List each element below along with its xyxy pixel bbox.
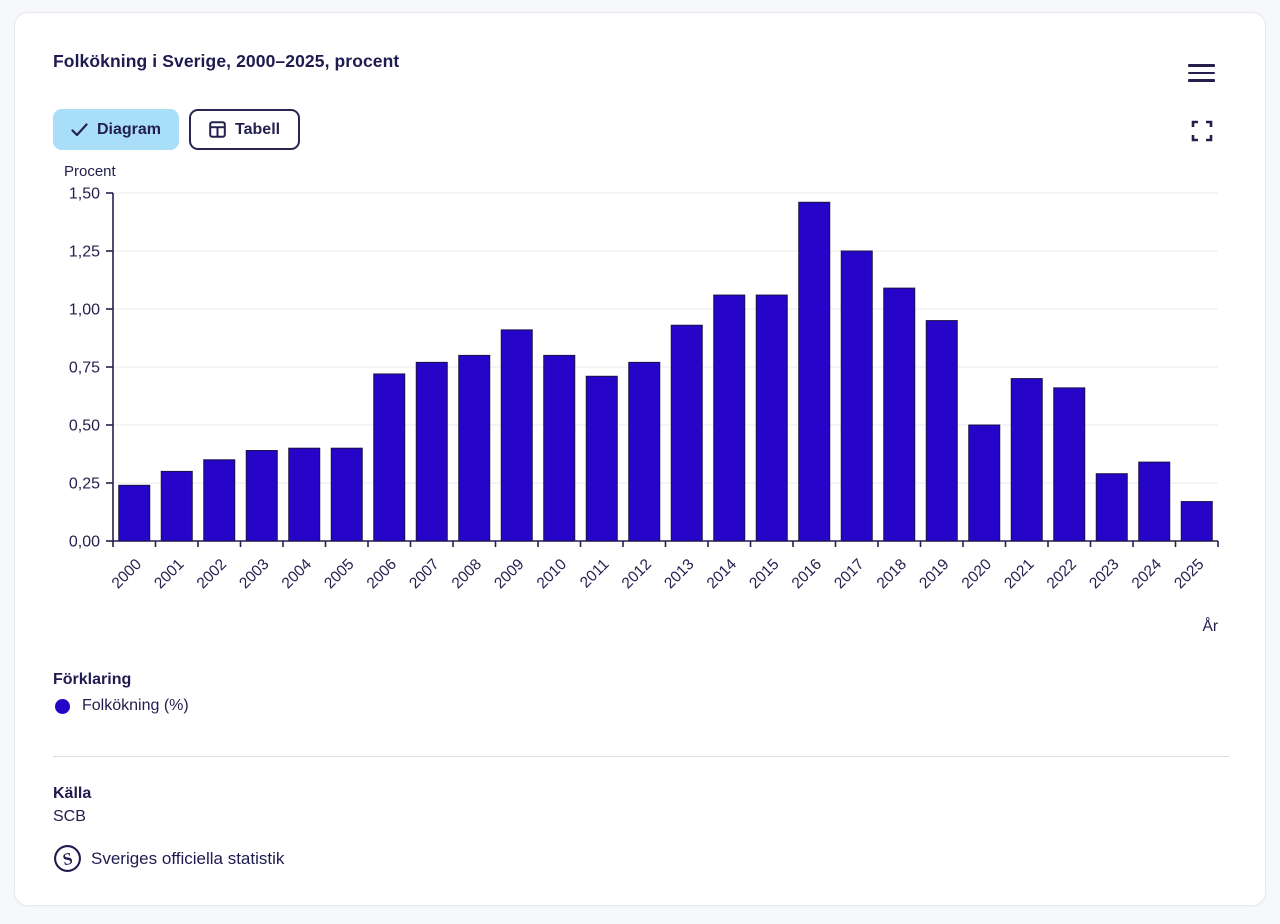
bar-2010[interactable] [543,354,576,542]
bar-2018[interactable] [883,287,916,542]
fullscreen-button[interactable] [1190,119,1214,143]
bar-2002[interactable] [203,459,236,542]
tab-tabell[interactable]: Tabell [189,109,301,150]
bar-2017[interactable] [840,250,873,542]
bar-2013[interactable] [670,324,703,542]
fullscreen-icon [1191,120,1213,142]
x-tick-label: 2017 [831,556,867,592]
legend-label: Folkökning (%) [82,697,189,714]
x-tick-label: 2019 [916,556,952,592]
y-tick-label: 0,75 [69,360,100,377]
x-tick-label: 2001 [151,556,187,592]
x-tick-label: 2012 [619,556,655,592]
bar-2022[interactable] [1053,387,1086,542]
bar-2024[interactable] [1138,461,1171,542]
y-tick-label: 0,25 [69,476,100,493]
y-tick-label: 0,50 [69,418,100,435]
x-tick-label: 2008 [449,556,485,592]
bar-2019[interactable] [925,320,958,542]
table-icon [209,121,226,138]
bar-2012[interactable] [628,361,661,542]
bar-2009[interactable] [500,329,533,542]
bar-2014[interactable] [713,294,746,542]
bar-2016[interactable] [798,201,831,542]
y-tick-label: 1,50 [69,186,100,203]
x-tick-label: 2021 [1001,556,1037,592]
x-tick-label: 2004 [279,556,316,593]
page-title: Folkökning i Sverige, 2000–2025, procent [53,51,400,71]
legend-swatch-icon [55,698,70,714]
x-tick-label: 2013 [661,556,697,592]
x-tick-label: 2014 [704,556,741,593]
hamburger-icon [1188,64,1215,67]
view-toggle: Diagram Tabell [53,109,301,150]
x-tick-label: 2020 [959,556,996,593]
x-tick-label: 2024 [1129,556,1166,593]
y-axis-title: Procent [64,163,116,180]
bar-2005[interactable] [330,447,363,542]
y-tick-label: 1,00 [69,302,100,319]
tab-tabell-label: Tabell [235,120,281,138]
x-tick-label: 2015 [746,556,782,592]
x-tick-label: 2010 [534,556,571,593]
bar-2007[interactable] [415,361,448,542]
x-tick-label: 2002 [194,556,230,592]
bar-chart: 0,00 0,25 0,50 0,75 1,00 1,25 1,50 2000 2001 2002… [69,186,1219,635]
bar-2025[interactable] [1180,501,1213,542]
source-name: SCB [53,808,86,825]
x-tick-label: 2011 [577,556,613,592]
bar-2003[interactable] [245,450,278,542]
bar-2001[interactable] [160,470,193,542]
bar-2011[interactable] [585,375,618,542]
bar-2008[interactable] [458,354,491,542]
x-tick-label: 2009 [491,556,527,592]
x-tick-label: 2022 [1044,556,1080,592]
x-tick-label: 2000 [109,556,146,593]
legend-item: Folkökning (%) [55,697,189,715]
scb-logo-icon: S [54,845,81,872]
x-tick-label: 2023 [1086,556,1122,592]
x-tick-label: 2018 [874,556,910,592]
official-statistics-label: Sveriges officiella statistik [91,848,285,868]
x-tick-label: 2025 [1171,556,1207,592]
bar-2020[interactable] [968,424,1001,542]
x-tick-label: 2005 [321,556,357,592]
tab-diagram-label: Diagram [97,120,162,138]
x-axis-title: År [1203,618,1219,635]
source-heading: Källa [53,785,92,802]
menu-button[interactable] [1188,64,1216,86]
check-icon [71,122,88,136]
y-tick-label: 0,00 [69,534,100,551]
x-tick-label: 2007 [406,556,442,592]
bar-2004[interactable] [288,447,321,542]
x-tick-label: 2003 [236,556,272,592]
legend-heading: Förklaring [53,671,132,688]
tab-diagram[interactable]: Diagram [53,109,180,150]
footer-divider [53,756,1229,757]
svg-text:S: S [61,849,74,870]
official-statistics: S Sveriges officiella statistik [53,844,284,873]
chart-card: Folkökning i Sverige, 2000–2025, procent… [14,12,1266,906]
bar-2000[interactable] [118,484,151,542]
bar-2015[interactable] [755,294,788,542]
x-tick-label: 2006 [364,556,400,592]
bar-2006[interactable] [373,373,406,542]
bar-2023[interactable] [1095,473,1128,542]
y-tick-label: 1,25 [69,244,100,261]
bar-2021[interactable] [1010,378,1043,542]
x-tick-label: 2016 [789,556,825,592]
